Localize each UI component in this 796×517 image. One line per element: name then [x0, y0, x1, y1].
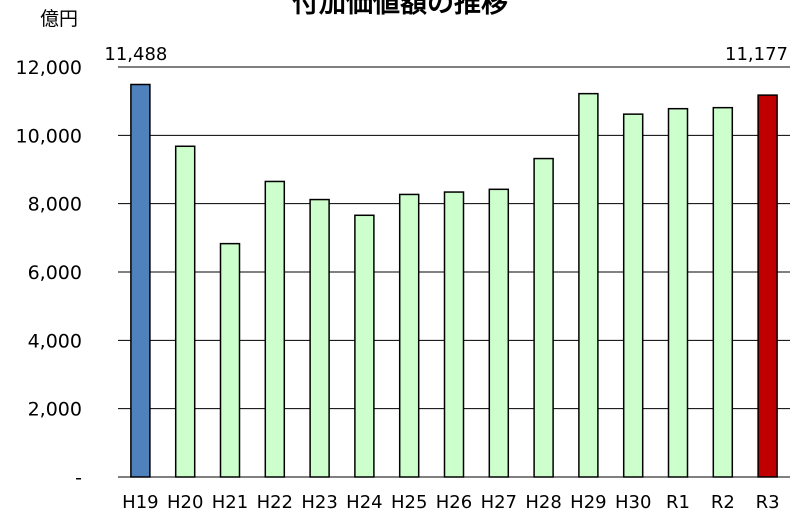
bar-r1: [667, 107, 689, 478]
bar-h29: [578, 92, 599, 478]
bar-h25: [398, 193, 420, 478]
x-tick-label: H20: [167, 492, 203, 513]
x-tick-label: R2: [711, 492, 735, 513]
data-labels: 11,488 11,177: [104, 44, 788, 65]
x-tick-label: H26: [436, 492, 472, 513]
bar-h21: [219, 242, 241, 478]
x-tick-label: H19: [122, 492, 158, 513]
bar-h30: [622, 113, 644, 478]
bar-r2: [712, 106, 734, 478]
x-tick-label: H21: [212, 492, 248, 513]
x-axis-categories: H19 H20 H21 H22 H23 H24 H25 H26 H27 H28 H29 H30 R1 R2…: [122, 492, 779, 513]
data-label-h19: 11,488: [104, 44, 167, 65]
bar-h26: [443, 191, 465, 478]
x-tick-label: H24: [346, 492, 382, 513]
y-axis-ticks: - 2,000 4,000 6,000 8,000 10,000 12,000: [16, 57, 82, 489]
y-tick-label: 6,000: [28, 262, 82, 284]
bar-h19: [130, 83, 151, 478]
bar-h27: [488, 188, 510, 478]
x-tick-label: H29: [570, 492, 606, 513]
x-tick-label: H30: [615, 492, 651, 513]
y-tick-label: 8,000: [28, 194, 82, 216]
y-tick-label: 2,000: [28, 399, 82, 421]
x-tick-label: H28: [525, 492, 561, 513]
x-tick-label: R3: [756, 492, 780, 513]
y-axis-unit-label: 億円: [40, 8, 78, 30]
x-tick-label: H23: [301, 492, 337, 513]
bar-r3: [757, 94, 778, 478]
x-tick-label: H25: [391, 492, 427, 513]
bar-h28: [533, 157, 554, 478]
bar-h22: [264, 180, 286, 478]
y-tick-label: 4,000: [28, 330, 82, 352]
chart-title: 付加価値額の推移: [292, 0, 508, 19]
data-label-r3: 11,177: [725, 44, 788, 65]
x-tick-label: R1: [666, 492, 690, 513]
bars: [130, 83, 778, 478]
bar-h20: [174, 145, 196, 478]
y-tick-label: 10,000: [16, 125, 82, 147]
y-tick-label: 12,000: [16, 57, 82, 79]
x-tick-label: H27: [481, 492, 517, 513]
x-tick-label: H22: [257, 492, 293, 513]
bar-h24: [354, 214, 375, 478]
y-tick-label: -: [75, 467, 82, 489]
bar-h23: [309, 198, 330, 478]
